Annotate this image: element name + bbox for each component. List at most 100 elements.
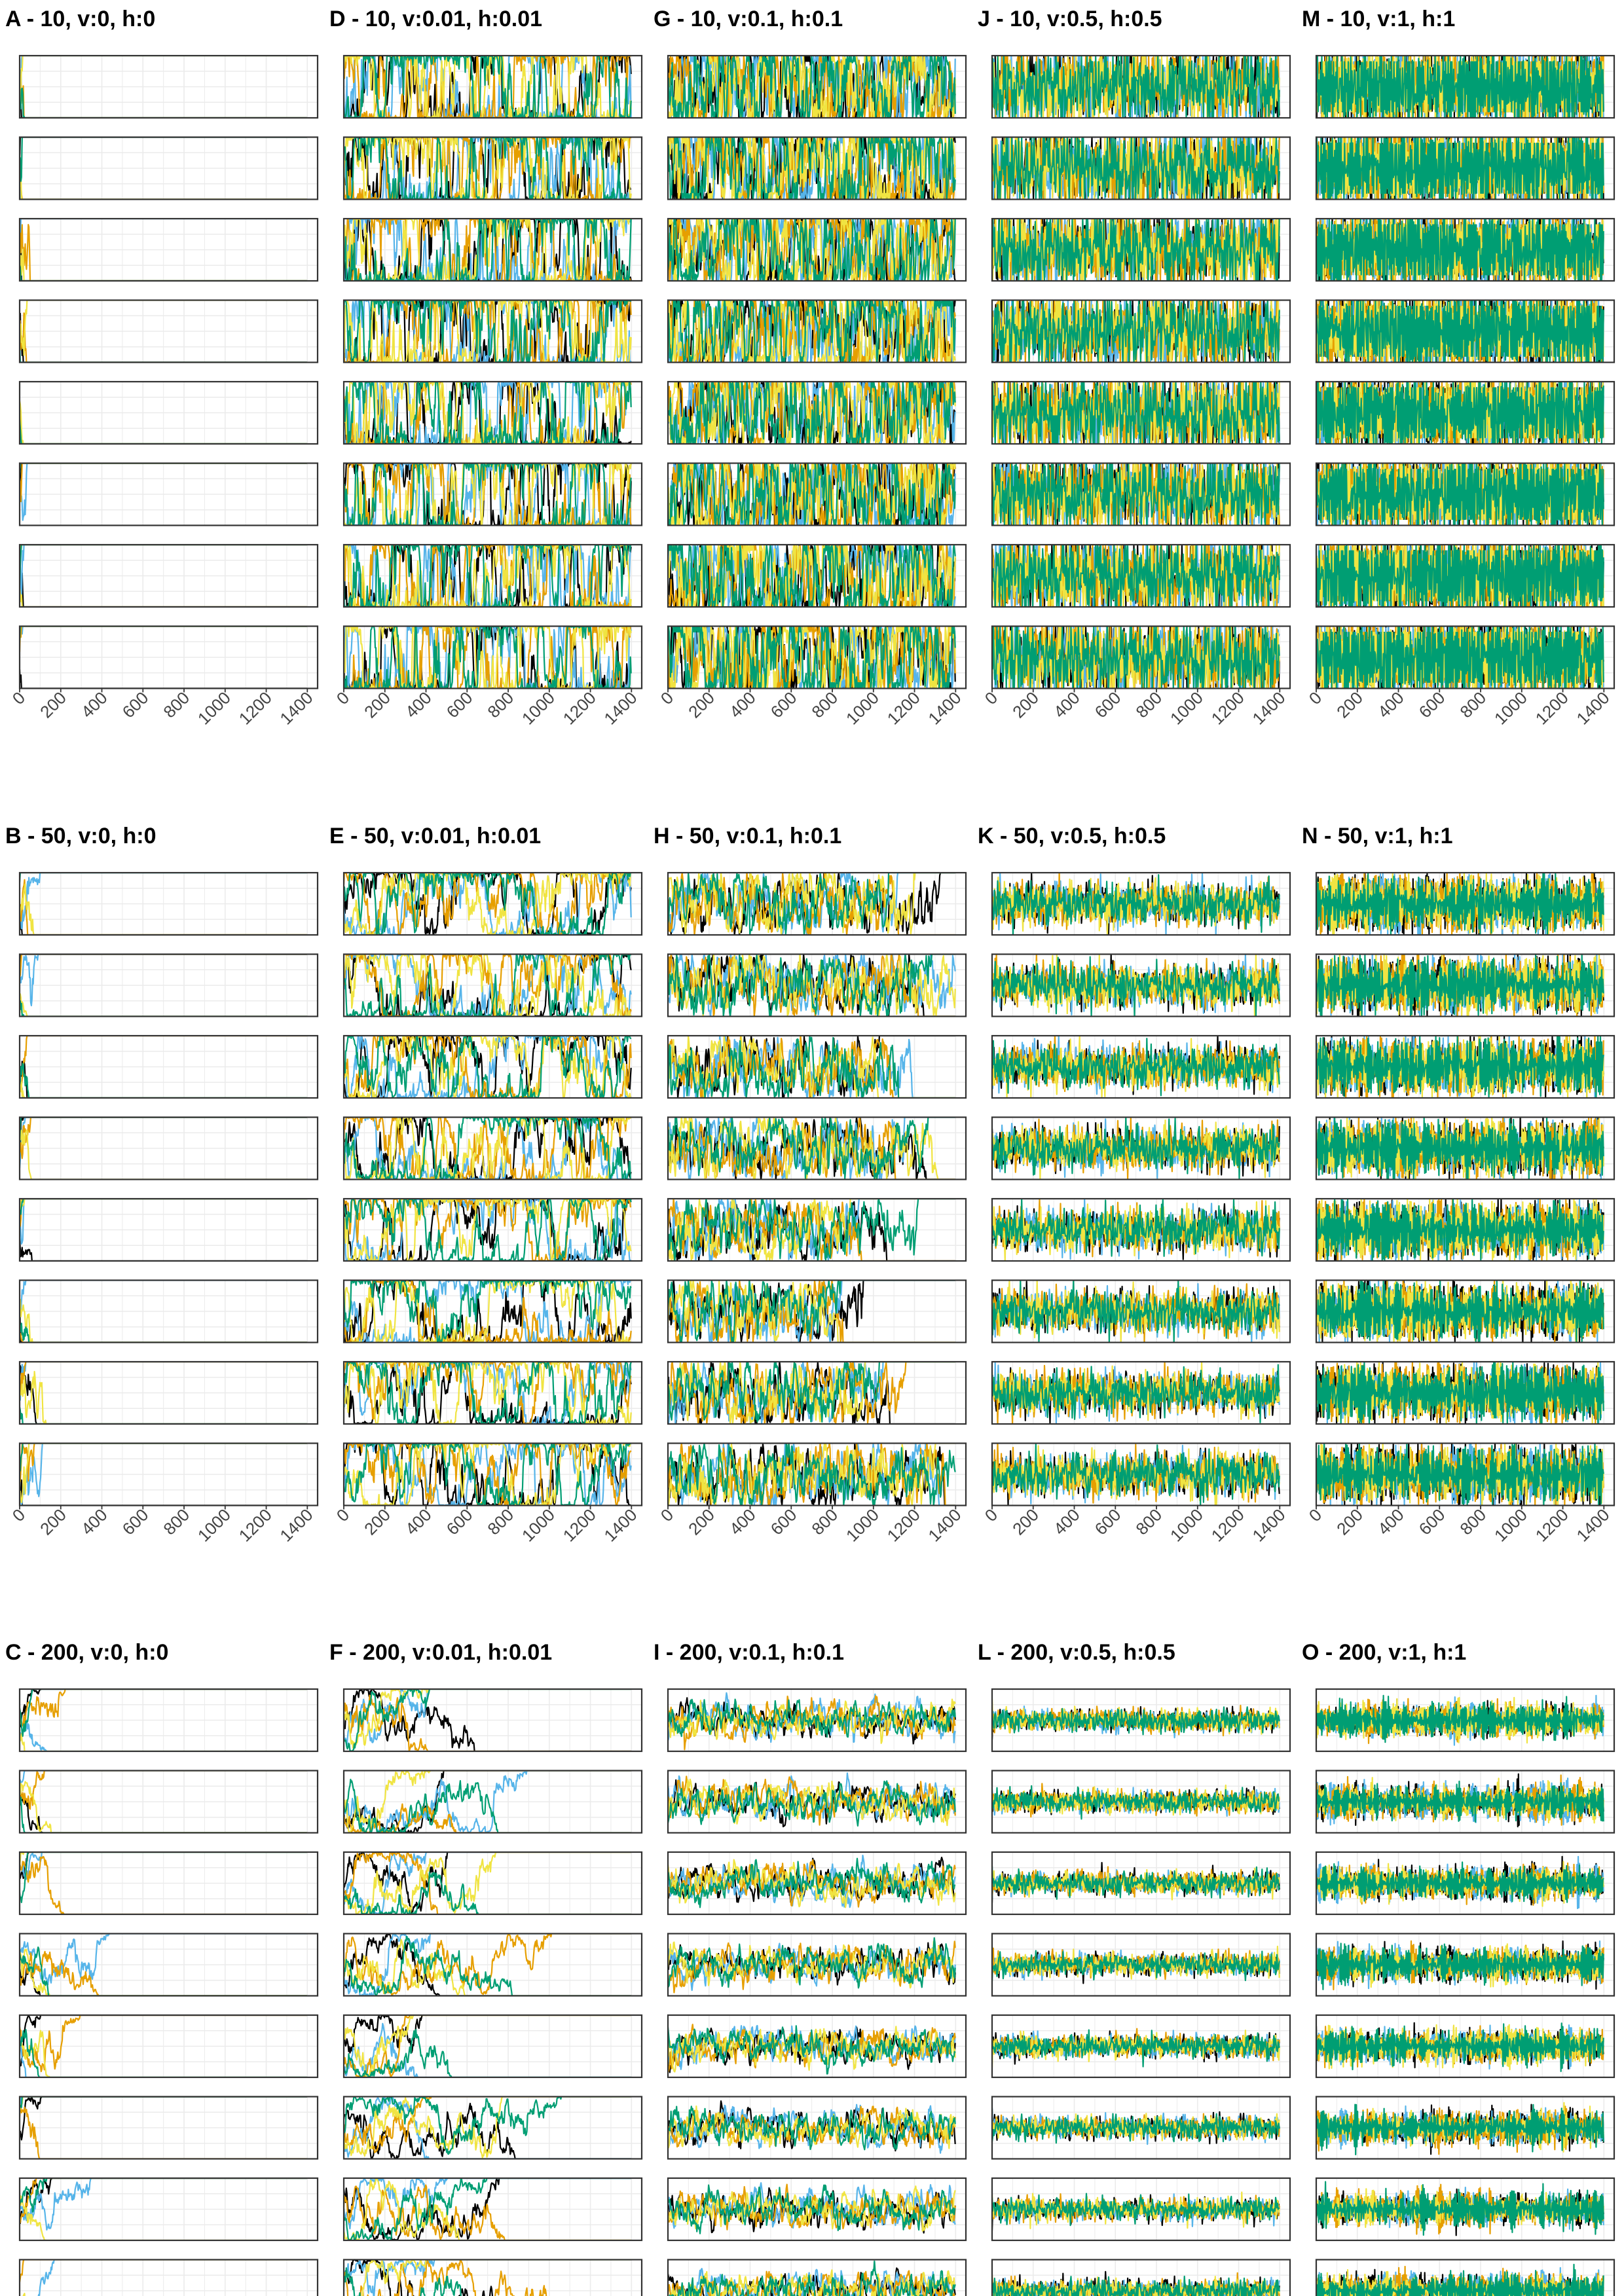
panel-E: E - 50, v:0.01, h:0.010 200 400 600 800 1000 1…	[329, 824, 642, 1546]
x-tick-label: 1200	[883, 1505, 924, 1546]
x-tick-label: 1200	[1208, 1505, 1248, 1546]
subplot-C-2	[20, 1771, 318, 1833]
subplot-F-4	[344, 1934, 642, 1996]
subplot-K-6	[992, 1281, 1290, 1343]
subplot-G-8	[668, 627, 966, 689]
series-group	[1316, 545, 1604, 607]
subplot-L-4	[992, 1934, 1290, 1996]
subplot-O-6	[1316, 2097, 1614, 2159]
x-tick-label: 800	[159, 688, 193, 722]
subplot-I-8	[668, 2260, 966, 2296]
subplot-C-1	[20, 1689, 318, 1751]
subplot-A-4	[20, 301, 318, 363]
panel-K: K - 50, v:0.5, h:0.50 200 400 600 800 1000 120…	[978, 824, 1290, 1546]
subplot-E-1	[344, 873, 642, 935]
x-tick-label: 600	[119, 1505, 153, 1539]
x-tick-label: 200	[1333, 688, 1367, 722]
subplot-D-1	[344, 56, 642, 118]
x-tick-label: 400	[77, 1505, 111, 1539]
x-tick-label: 1000	[842, 1505, 883, 1546]
subplot-D-3	[344, 219, 642, 281]
x-tick-label: 1200	[235, 1505, 276, 1546]
subplot-I-2	[668, 1771, 966, 1833]
subplot-I-6	[668, 2097, 966, 2159]
series-group	[1316, 301, 1604, 363]
subplot-F-8	[344, 2260, 642, 2296]
subplot-M-5	[1316, 382, 1614, 444]
x-tick-label: 600	[1091, 688, 1125, 722]
subplot-M-8	[1316, 627, 1614, 689]
subplot-E-2	[344, 955, 642, 1017]
subplot-B-2	[20, 955, 318, 1017]
subplot-J-5	[992, 382, 1290, 444]
panel-title-B: B - 50, v:0, h:0	[5, 824, 157, 848]
panel-C: C - 200, v:0, h:002004006008001000120014…	[5, 1640, 318, 2296]
subplot-M-1	[1316, 56, 1614, 118]
x-tick-label: 1400	[924, 688, 965, 729]
subplot-H-2	[668, 955, 966, 1017]
subplot-O-5	[1316, 2015, 1614, 2077]
subplot-L-7	[992, 2178, 1290, 2240]
x-tick-label: 0	[333, 1505, 353, 1525]
series-group	[1316, 219, 1604, 281]
panel-title-H: H - 50, v:0.1, h:0.1	[654, 824, 841, 848]
subplot-A-1	[20, 56, 318, 118]
subplot-M-4	[1316, 301, 1614, 363]
subplot-A-8	[20, 627, 318, 689]
subplot-G-1	[668, 56, 966, 118]
subplot-H-4	[668, 1118, 966, 1180]
subplot-L-1	[992, 1689, 1290, 1751]
subplot-G-3	[668, 219, 966, 281]
subplot-H-1	[668, 873, 966, 935]
x-tick-label: 800	[483, 1505, 517, 1539]
subplot-I-4	[668, 1934, 966, 1996]
x-tick-label: 1200	[883, 688, 924, 729]
subplot-K-5	[992, 1199, 1290, 1261]
x-tick-label: 600	[1415, 1505, 1449, 1539]
subplot-C-5	[20, 2015, 318, 2077]
subplot-D-8	[344, 627, 642, 689]
panel-title-I: I - 200, v:0.1, h:0.1	[654, 1640, 844, 1665]
x-tick-label: 200	[360, 1505, 394, 1539]
x-tick-label: 1000	[518, 1505, 559, 1546]
panel-title-G: G - 10, v:0.1, h:0.1	[654, 7, 843, 31]
x-tick-label: 1400	[1248, 1505, 1289, 1546]
subplot-N-5	[1316, 1199, 1614, 1261]
subplot-G-7	[668, 545, 966, 607]
x-tick-label: 600	[443, 688, 477, 722]
panel-title-E: E - 50, v:0.01, h:0.01	[329, 824, 541, 848]
x-tick-label: 1000	[1166, 1505, 1207, 1546]
subplot-C-7	[20, 2178, 318, 2240]
subplot-I-5	[668, 2015, 966, 2077]
subplot-J-1	[992, 56, 1290, 118]
x-tick-label: 0	[333, 688, 353, 708]
x-tick-label: 400	[1374, 1505, 1408, 1539]
subplot-B-5	[20, 1199, 318, 1261]
x-tick-label: 1400	[1248, 688, 1289, 729]
series-group	[1316, 627, 1604, 689]
subplot-D-2	[344, 137, 642, 200]
series-group	[1316, 1118, 1604, 1180]
x-tick-label: 1200	[559, 688, 600, 729]
subplot-F-7	[344, 2178, 642, 2240]
subplot-A-6	[20, 464, 318, 526]
x-tick-label: 0	[9, 1505, 29, 1525]
subplot-K-2	[992, 955, 1290, 1017]
subplot-L-6	[992, 2097, 1290, 2159]
x-tick-label: 1200	[1532, 1505, 1572, 1546]
subplot-C-4	[20, 1934, 318, 1996]
subplot-K-1	[992, 873, 1290, 935]
subplot-J-7	[992, 545, 1290, 607]
subplot-N-4	[1316, 1118, 1614, 1180]
panel-title-F: F - 200, v:0.01, h:0.01	[329, 1640, 552, 1665]
series-group	[1316, 56, 1604, 118]
panel-N: N - 50, v:1, h:10 200 400 600 800 1000 1200 140…	[1302, 824, 1614, 1546]
x-tick-label: 400	[1050, 688, 1084, 722]
panel-title-N: N - 50, v:1, h:1	[1302, 824, 1453, 848]
subplot-L-3	[992, 1852, 1290, 1914]
subplot-O-3	[1316, 1852, 1614, 1914]
x-tick-label: 1400	[1572, 688, 1613, 729]
subplot-L-8	[992, 2260, 1290, 2296]
series-group	[992, 219, 1280, 281]
series-group	[1316, 382, 1604, 444]
